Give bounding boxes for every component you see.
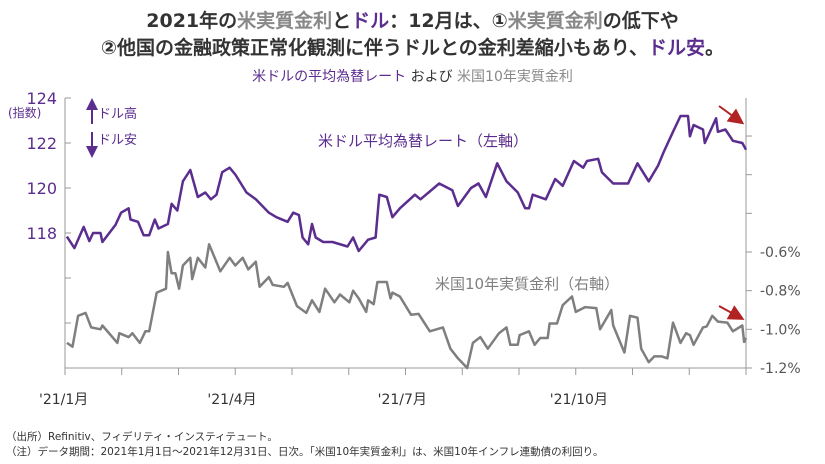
trend-arrow-usd-icon (718, 105, 745, 125)
dollar-up-label: ドル高 (98, 106, 137, 122)
right-tick-label: -1.2% (760, 361, 801, 377)
subtitle-usd: 米ドルの平均為替レート (252, 69, 407, 85)
trend-arrow-rate-icon (718, 305, 745, 320)
right-tick-label: -0.6% (760, 245, 801, 261)
chart-subtitle: 米ドルの平均為替レート および 米国10年実質金利 (0, 66, 825, 86)
title-segment: ②他国の金融政策正常化観測に伴うドルとの金利差縮小もあり、 (100, 37, 649, 59)
title-segment: 米実質金利 (237, 10, 333, 32)
left-tick-label: 118 (26, 224, 57, 243)
usd-index-line (65, 114, 748, 253)
title-segment: ：12月は、① (389, 10, 508, 32)
title-segment: 。 (705, 37, 725, 59)
chart-title-line1: 2021年の米実質金利とドル：12月は、①米実質金利の低下や (0, 6, 825, 33)
title-segment: 2021年の (146, 10, 238, 32)
subtitle-and: および (406, 69, 458, 85)
x-tick-label: '21/4月 (207, 392, 256, 408)
title-segment: 米実質金利 (507, 10, 603, 32)
title-segment: ドル安 (648, 37, 706, 59)
chart-title-line2: ②他国の金融政策正常化観測に伴うドルとの金利差縮小もあり、ドル安。 (0, 33, 825, 60)
dollar-down-label: ドル安 (98, 133, 137, 148)
right-tick-label: -0.8% (760, 284, 801, 300)
title-segment: ドル (351, 10, 390, 32)
title-segment: と (332, 10, 352, 32)
left-tick-label: 120 (26, 179, 57, 198)
x-tick-label: '21/10月 (550, 392, 608, 408)
left-tick-label: 122 (26, 134, 57, 153)
real-rate-line (66, 243, 748, 370)
x-tick-label: '21/1月 (39, 392, 88, 408)
title-segment: の低下や (602, 10, 679, 32)
right-tick-label: -1.0% (760, 322, 801, 338)
left-axis-unit: (指数) (8, 105, 41, 120)
series-label-usd: 米ドル平均為替レート（左軸） (318, 132, 528, 150)
x-tick-label: '21/7月 (378, 392, 427, 408)
left-tick-label: 124 (26, 89, 57, 108)
subtitle-real-rate: 米国10年実質金利 (457, 69, 573, 85)
footnote-note: （注）データ期間：2021年1月1日～2021年12月31日、日次。「米国10年… (6, 446, 604, 458)
footnote-source: （出所）Refinitiv、フィデリティ・インスティテュート。 (6, 431, 278, 443)
series-label-real-rate: 米国10年実質金利（右軸） (435, 275, 619, 293)
